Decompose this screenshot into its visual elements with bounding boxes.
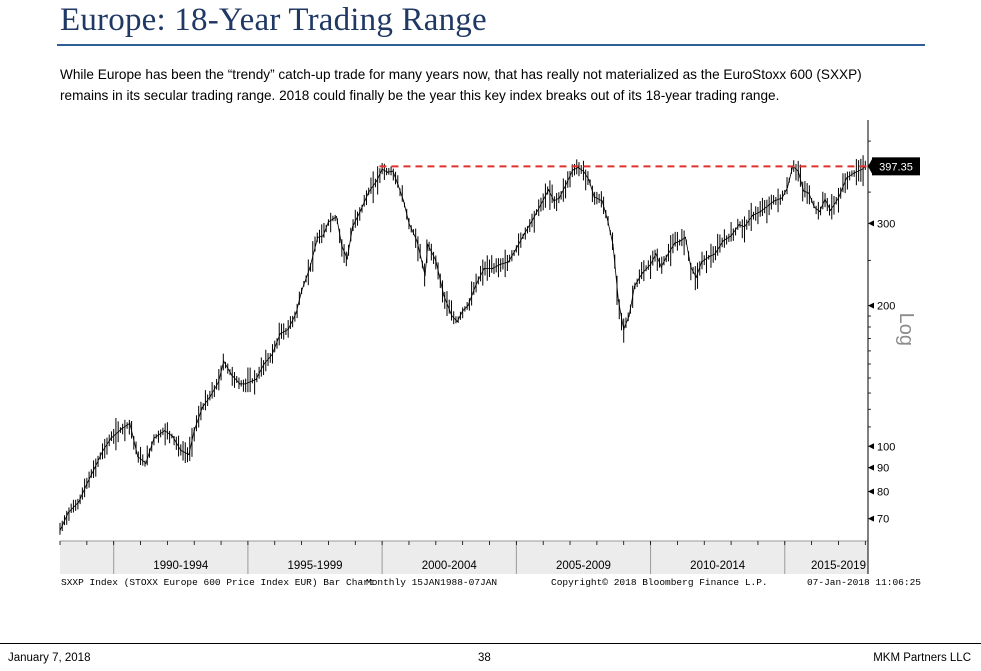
y-tick-label: 200 xyxy=(877,301,895,313)
x-axis-band xyxy=(60,541,868,574)
y-tick-label: 100 xyxy=(877,441,895,453)
y-tick-marker xyxy=(868,488,874,495)
last-value-pointer xyxy=(868,157,873,176)
x-tick-label: 2000-2004 xyxy=(422,560,478,572)
x-tick-label: 2015-2019 xyxy=(811,560,866,572)
y-tick-marker xyxy=(868,220,874,227)
scale-label: Log xyxy=(895,313,917,346)
y-tick-label: 90 xyxy=(877,463,889,475)
y-tick-marker xyxy=(868,464,874,471)
description: While Europe has been the “trendy” catch… xyxy=(60,64,930,106)
footer-divider xyxy=(0,643,981,644)
y-tick-marker xyxy=(868,302,874,309)
footer-page-number: 38 xyxy=(478,652,491,664)
description-line-2: remains in its secular trading range. 20… xyxy=(60,88,780,103)
footer-date: January 7, 2018 xyxy=(8,652,91,664)
source-label: SXXP Index (STOXX Europe 600 Price Index… xyxy=(61,577,375,588)
description-line-1: While Europe has been the “trendy” catch… xyxy=(60,67,862,82)
x-tick-label: 1995-1999 xyxy=(288,560,343,572)
timestamp-label: 07-Jan-2018 11:06:25 xyxy=(807,577,921,588)
y-tick-marker xyxy=(868,443,874,450)
x-tick-label: 2005-2009 xyxy=(556,560,611,572)
footer-firm: MKM Partners LLC xyxy=(873,652,971,664)
y-tick-label: 80 xyxy=(877,487,889,499)
y-tick-label: 70 xyxy=(877,514,889,526)
price-line xyxy=(59,165,866,531)
copyright-label: Copyright© 2018 Bloomberg Finance L.P. xyxy=(551,577,768,588)
source-period: Monthly 15JAN1988-07JAN xyxy=(366,577,497,588)
price-chart: 70 80 90 100 200 300 397.35 Log 1990-1994 1995-1… xyxy=(59,120,921,588)
page-title: Europe: 18-Year Trading Range xyxy=(60,2,487,38)
y-tick-label: 300 xyxy=(877,218,895,230)
x-tick-label: 2010-2014 xyxy=(690,560,746,572)
x-tick-label: 1990-1994 xyxy=(153,560,209,572)
last-value-label: 397.35 xyxy=(879,161,913,173)
last-value-box xyxy=(872,157,920,176)
y-tick-marker xyxy=(868,515,874,522)
title-underline xyxy=(57,44,925,46)
